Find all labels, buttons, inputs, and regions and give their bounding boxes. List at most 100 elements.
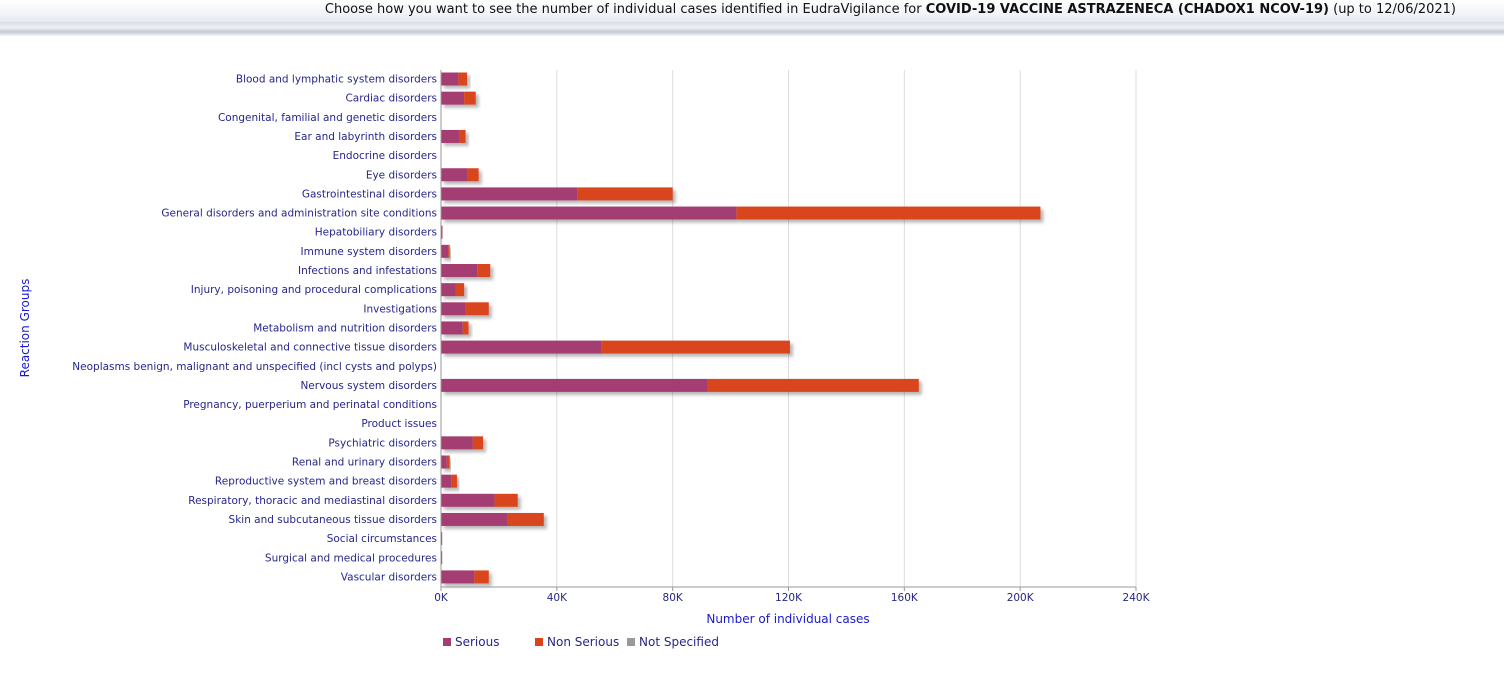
category-label: Skin and subcutaneous tissue disorders (229, 514, 437, 526)
bar-segment[interactable] (441, 340, 602, 354)
category-label: Psychiatric disorders (328, 437, 437, 449)
bar-group (441, 72, 468, 86)
bar-group (441, 264, 491, 277)
bar-group (441, 244, 450, 258)
bar-group (441, 225, 443, 239)
bar-segment[interactable] (707, 378, 919, 392)
axes: 0K 40K 80K 120K 160K 200K 240K Number of indivi… (18, 70, 1151, 626)
legend-label-serious: Serious (455, 635, 500, 649)
bar-segment[interactable] (441, 283, 456, 297)
bar-segment[interactable] (441, 72, 459, 86)
bar-segment[interactable] (441, 168, 468, 182)
bar-segment[interactable] (507, 512, 544, 526)
legend-swatch-non-serious (535, 638, 543, 646)
legend-item-not-specified[interactable]: Not Specified (627, 635, 719, 649)
bar-segment[interactable] (441, 206, 737, 220)
category-label: Vascular disorders (341, 571, 437, 583)
bar-segment[interactable] (441, 455, 447, 469)
bar-segment[interactable] (441, 474, 452, 488)
bar-group (441, 340, 790, 354)
x-axis-title: Number of individual cases (706, 612, 869, 626)
bar-segment[interactable] (494, 493, 518, 507)
bar-segment[interactable] (441, 570, 475, 584)
bar-segment[interactable] (441, 244, 449, 258)
bar-segment[interactable] (441, 436, 473, 450)
title-product: COVID-19 VACCINE ASTRAZENECA (CHADOX1 NC… (925, 2, 1329, 17)
bar-segment[interactable] (441, 187, 578, 201)
category-label: Reproductive system and breast disorders (215, 476, 437, 488)
category-label: General disorders and administration sit… (161, 208, 437, 220)
category-label: Eye disorders (366, 169, 437, 181)
header-bar: Choose how you want to see the number of… (0, 0, 1504, 22)
bar-group (441, 321, 469, 335)
bar-segment[interactable] (464, 91, 476, 105)
category-label: Injury, poisoning and procedural complic… (191, 284, 437, 296)
bar-group (441, 168, 479, 182)
category-label: Pregnancy, puerperium and perinatal cond… (183, 399, 437, 411)
category-label: Nervous system disorders (300, 380, 437, 392)
bar-segment[interactable] (577, 187, 673, 201)
bar-group (441, 474, 457, 488)
bar-segment[interactable] (441, 378, 708, 392)
legend-item-non-serious[interactable]: Non Serious (535, 635, 619, 649)
bar-segment[interactable] (459, 129, 466, 143)
category-label: Gastrointestinal disorders (302, 188, 437, 200)
bar-segment[interactable] (441, 225, 443, 239)
bar-segment[interactable] (441, 321, 463, 335)
category-label: Hepatobiliary disorders (315, 227, 437, 239)
bar-segment[interactable] (441, 512, 508, 526)
bar-segment[interactable] (441, 264, 478, 277)
bar-segment[interactable] (441, 302, 466, 316)
category-label: Musculoskeletal and connective tissue di… (183, 342, 437, 354)
bar-group (441, 91, 476, 105)
bar-group (441, 570, 489, 584)
x-tick-label: 160K (891, 592, 919, 604)
category-label: Cardiac disorders (345, 93, 437, 105)
bar-segment[interactable] (446, 455, 450, 469)
page-title: Choose how you want to see the number of… (325, 2, 1456, 17)
bar-segment[interactable] (441, 532, 443, 546)
bar-group (441, 551, 443, 565)
category-label: Blood and lymphatic system disorders (236, 74, 437, 86)
bar-segment[interactable] (462, 321, 469, 335)
bar-group (441, 493, 518, 507)
bar-segment[interactable] (467, 168, 479, 182)
category-label: Endocrine disorders (333, 150, 437, 162)
y-axis-title: Reaction Groups (18, 279, 32, 378)
bar-segment[interactable] (441, 91, 465, 105)
bar-segment[interactable] (736, 206, 1041, 220)
bar-group (441, 283, 465, 297)
legend-label-not-specified: Not Specified (639, 635, 719, 649)
x-tick-label: 240K (1123, 592, 1151, 604)
bar-segment[interactable] (477, 264, 491, 277)
title-suffix: (up to 12/06/2021) (1328, 2, 1456, 17)
bar-group (441, 378, 919, 392)
bar-segment[interactable] (601, 340, 790, 354)
category-labels: Blood and lymphatic system disorders Card… (72, 74, 437, 584)
bar-segment[interactable] (472, 436, 483, 450)
bar-segment[interactable] (441, 129, 460, 143)
bar-segment[interactable] (458, 72, 468, 86)
category-label: Social circumstances (327, 533, 437, 545)
x-tick-label: 0K (434, 592, 449, 604)
bar-segment[interactable] (451, 474, 457, 488)
category-label: Investigations (363, 303, 437, 315)
bar-segment[interactable] (441, 551, 443, 565)
legend-item-serious[interactable]: Serious (443, 635, 499, 649)
bar-segment[interactable] (455, 283, 465, 297)
category-label: Product issues (361, 418, 437, 430)
grid-lines (556, 70, 1137, 587)
category-label: Surgical and medical procedures (265, 552, 437, 564)
bar-segment[interactable] (465, 302, 489, 316)
bar-group (441, 129, 466, 143)
bar-group (441, 206, 1041, 220)
bar-group (441, 436, 483, 450)
bar-segment[interactable] (474, 570, 489, 584)
header-stripe (0, 22, 1504, 36)
bar-segment[interactable] (441, 493, 495, 507)
title-prefix: Choose how you want to see the number of… (324, 2, 926, 17)
category-label: Metabolism and nutrition disorders (253, 322, 437, 334)
bar-group (441, 302, 489, 316)
bars (441, 72, 1041, 584)
bar-segment[interactable] (448, 244, 450, 258)
